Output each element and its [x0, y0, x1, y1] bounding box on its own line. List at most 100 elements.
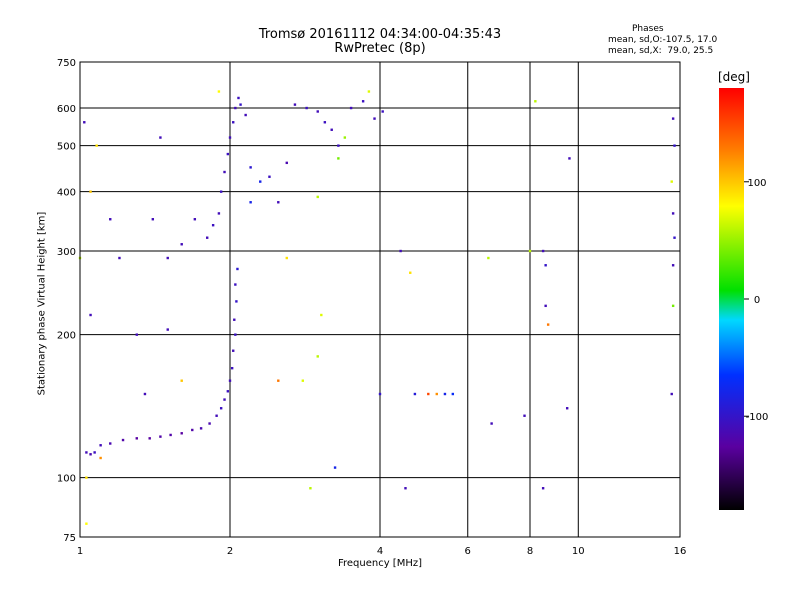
data-point	[523, 414, 526, 417]
colorbar	[719, 88, 744, 510]
data-point	[234, 333, 237, 336]
y-tick-label: 750	[57, 58, 76, 69]
data-point	[239, 103, 242, 106]
data-point	[343, 136, 347, 139]
x-tick-label: 10	[572, 546, 585, 557]
y-tick-label: 200	[57, 331, 76, 342]
y-tick-label: 300	[57, 247, 76, 258]
x-tick-label: 4	[377, 546, 383, 557]
data-point	[135, 437, 138, 440]
data-point	[99, 444, 102, 447]
data-point	[670, 392, 673, 396]
data-point	[223, 398, 226, 401]
y-tick-label: 100	[57, 474, 76, 485]
chart-title: Tromsø 20161112 04:34:00-04:35:43	[258, 27, 502, 42]
data-point	[367, 90, 371, 93]
data-point	[330, 128, 333, 131]
data-point	[534, 100, 537, 103]
data-point	[217, 212, 221, 215]
data-point	[109, 442, 112, 445]
data-point	[399, 249, 402, 253]
data-point	[121, 438, 125, 442]
data-point	[337, 157, 340, 160]
data-point	[249, 166, 252, 169]
x-axis-label: Frequency [MHz]	[337, 558, 423, 569]
stats-line-x: mean, sd,X: 79.0, 25.5	[608, 46, 714, 56]
data-point	[541, 249, 545, 253]
data-point	[244, 113, 247, 117]
data-point	[234, 283, 237, 286]
data-point	[118, 256, 121, 260]
data-point	[215, 414, 218, 417]
data-point	[193, 218, 197, 221]
data-point	[544, 304, 547, 308]
data-point	[673, 236, 676, 239]
axis-ticks: 1 2 4 6 8 10 16 75 100 200 300 400 500 600 750	[57, 58, 686, 557]
data-point	[443, 392, 447, 396]
data-point	[259, 180, 262, 183]
data-point	[671, 117, 675, 120]
data-point	[541, 487, 545, 490]
data-points	[78, 90, 676, 525]
data-point	[235, 300, 238, 303]
data-point	[205, 236, 209, 239]
data-point	[490, 422, 493, 425]
data-point	[305, 106, 308, 110]
data-point	[143, 392, 147, 396]
data-point	[95, 144, 98, 147]
data-point	[180, 432, 183, 435]
data-point	[211, 224, 215, 227]
data-point	[285, 161, 288, 165]
data-point	[223, 170, 226, 174]
data-point	[180, 243, 183, 246]
data-point	[166, 256, 169, 260]
data-point	[208, 422, 211, 425]
data-point	[349, 106, 353, 110]
y-tick-label: 400	[57, 188, 76, 199]
data-point	[413, 392, 417, 396]
data-point	[268, 175, 271, 178]
data-point	[232, 349, 235, 352]
data-point	[277, 201, 280, 204]
data-point	[169, 433, 172, 437]
data-point	[237, 96, 240, 100]
data-point	[309, 487, 312, 490]
colorbar-tick-label: -100	[746, 412, 769, 423]
x-tick-label: 6	[465, 546, 471, 557]
data-point	[427, 392, 430, 396]
grid-lines	[79, 61, 681, 538]
colorbar-ticks: 100 0 -100	[744, 178, 768, 423]
x-tick-label: 2	[227, 546, 233, 557]
data-point	[228, 136, 232, 139]
data-point	[337, 144, 340, 147]
data-point	[99, 456, 102, 460]
data-point	[226, 152, 230, 156]
data-point	[404, 487, 407, 490]
colorbar-tick-label: 100	[747, 178, 766, 189]
data-point	[93, 451, 96, 454]
x-tick-label: 8	[527, 546, 533, 557]
data-point	[219, 407, 223, 410]
data-point	[234, 106, 237, 110]
data-point	[316, 195, 319, 199]
data-point	[544, 264, 547, 267]
data-point	[166, 328, 169, 331]
stats-heading: Phases	[632, 24, 664, 34]
data-point	[159, 435, 162, 438]
data-point	[226, 390, 230, 393]
data-point	[180, 379, 183, 382]
data-point	[323, 121, 327, 124]
data-point	[85, 476, 88, 479]
data-point	[673, 144, 676, 147]
data-point	[191, 428, 194, 432]
data-point	[546, 323, 550, 326]
data-point	[217, 90, 221, 93]
data-point	[487, 256, 490, 260]
data-point	[109, 218, 112, 221]
colorbar-tick-label: 0	[754, 295, 760, 306]
data-point	[409, 271, 412, 274]
data-point	[301, 379, 305, 382]
colorbar-unit-label: [deg]	[718, 70, 750, 84]
data-point	[249, 201, 252, 204]
data-point	[236, 267, 239, 271]
